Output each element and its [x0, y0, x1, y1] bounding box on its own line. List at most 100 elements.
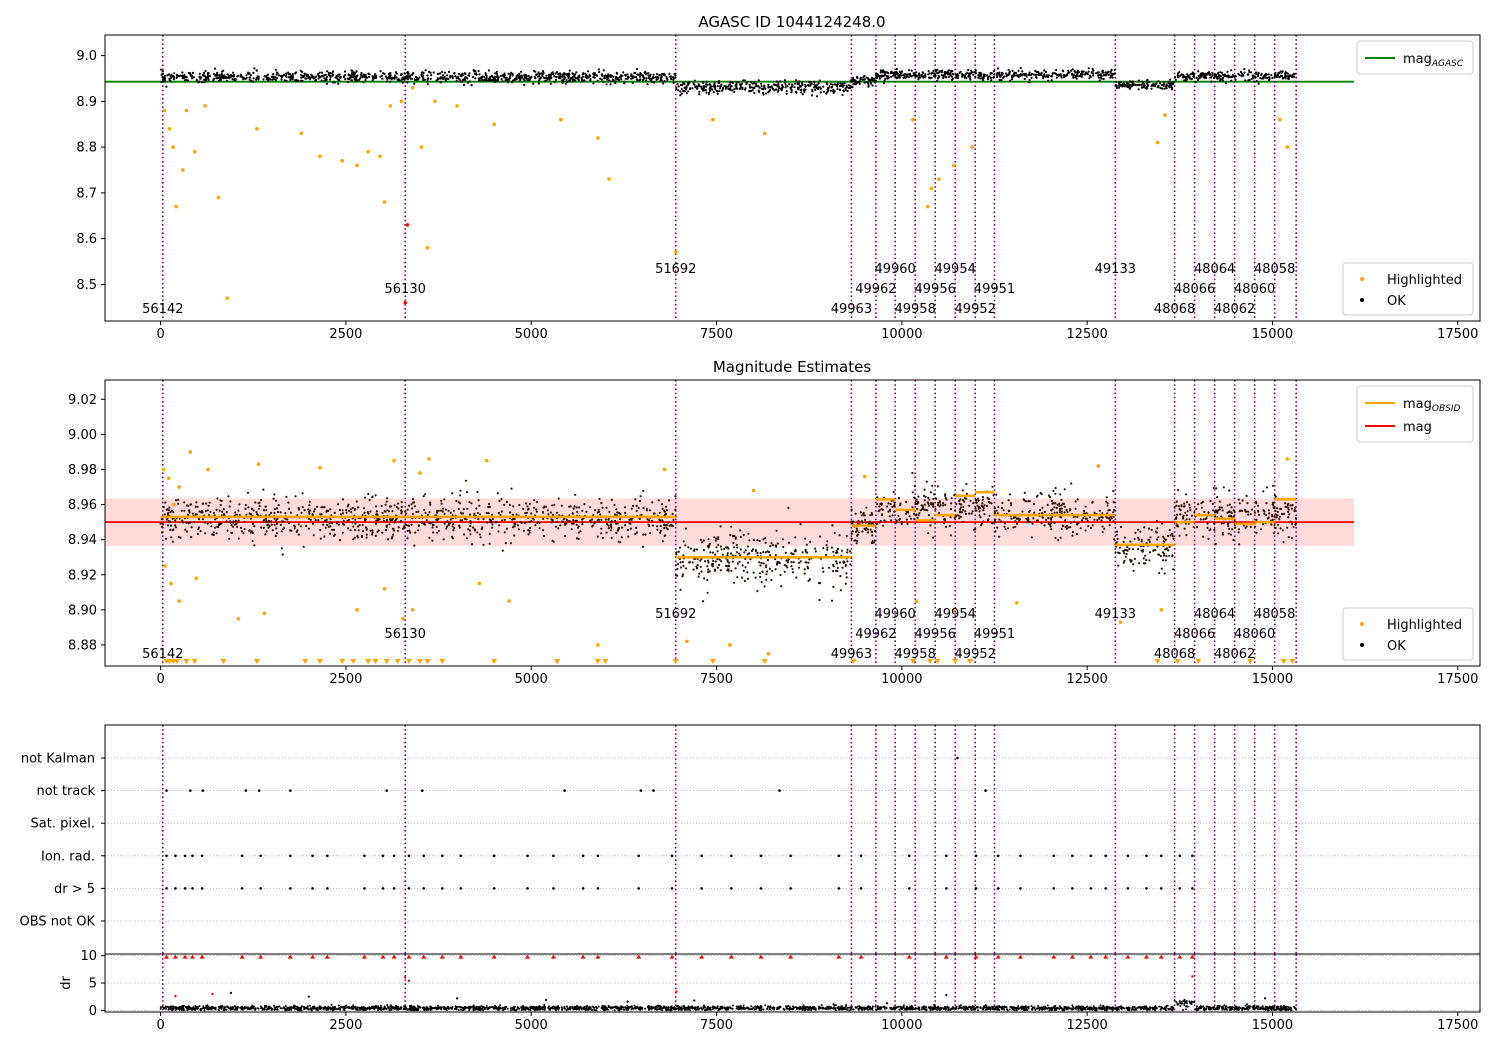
ok-point	[159, 479, 677, 556]
highlighted-point	[685, 639, 689, 644]
highlighted-point	[262, 611, 267, 616]
panel4-xtick-label: 15000	[1252, 1018, 1293, 1033]
dr-point	[885, 1002, 889, 1005]
flag-point	[381, 854, 385, 858]
magnitude-estimates-panel: Magnitude Estimates 56142 56130 51692 49963…	[68, 358, 1481, 687]
flag-point	[581, 854, 585, 858]
panel1-xtick-label: 0	[156, 327, 164, 342]
highlighted-point	[392, 458, 396, 463]
out-of-range-marker	[709, 659, 716, 664]
dr-clipped-marker	[458, 954, 464, 959]
dr-clipped-marker	[836, 954, 842, 959]
out-of-range-marker	[1195, 659, 1202, 664]
out-of-range-marker	[394, 659, 401, 664]
highlighted-point	[355, 163, 359, 168]
flag-point	[200, 854, 204, 858]
flag-point	[859, 887, 863, 890]
ok-point	[159, 67, 677, 88]
highlighted-point	[728, 643, 732, 647]
flag-point	[1191, 854, 1194, 858]
highlighted-point	[1285, 145, 1290, 149]
dr-clipped-marker	[406, 954, 412, 959]
flag-point	[311, 887, 314, 890]
dr-clipped-marker	[1125, 954, 1131, 959]
flag-point	[165, 887, 168, 890]
out-of-range-marker	[1289, 659, 1296, 664]
highlighted-point	[484, 458, 489, 463]
obsid-label: 49954	[935, 262, 976, 277]
panel4-ytick-label: 5	[89, 977, 97, 992]
out-of-range-marker	[850, 659, 857, 664]
obsid-label: 49956	[915, 282, 956, 297]
dr-clipped-marker	[1088, 954, 1094, 959]
flag-point	[326, 854, 329, 858]
highlighted-point	[596, 643, 600, 647]
dr-clipped-marker	[1103, 954, 1109, 959]
dr-point	[544, 998, 548, 1002]
flag-point	[492, 854, 496, 858]
dr-clipped-marker	[550, 954, 556, 959]
flag-point	[974, 854, 978, 858]
highlighted-point	[937, 177, 941, 181]
out-of-range-marker	[934, 659, 941, 664]
obsid-label: 49951	[974, 627, 1015, 642]
flag-point	[759, 887, 763, 890]
flag-point	[670, 854, 674, 858]
dr-point	[229, 991, 233, 994]
flag-point	[392, 854, 396, 858]
flag-point	[363, 854, 366, 858]
obsid-label: 49133	[1095, 607, 1136, 622]
flag-point	[1159, 854, 1163, 858]
dr-outlier-point	[675, 990, 678, 993]
out-of-range-marker	[405, 659, 412, 664]
ok-point	[875, 66, 1117, 85]
out-of-range-marker	[1154, 659, 1161, 664]
dr-outlier-point	[404, 976, 407, 979]
flag-point	[311, 854, 314, 858]
panel4-xtick-label: 17500	[1437, 1018, 1478, 1033]
out-of-range-marker	[220, 659, 227, 664]
flag-point	[1104, 887, 1107, 890]
flag-point	[492, 887, 496, 890]
dr-clipped-marker	[239, 954, 245, 959]
highlighted-point	[419, 145, 424, 149]
obsid-label: 51692	[655, 262, 696, 277]
flag-point	[244, 789, 248, 792]
panel1-xtick-label: 17500	[1437, 327, 1478, 342]
dr-clipped-marker	[758, 954, 764, 959]
out-of-range-marker	[594, 659, 601, 664]
dr-point	[455, 997, 459, 1000]
out-of-range-marker	[302, 659, 309, 664]
flag-point	[174, 854, 177, 858]
out-of-range-marker	[672, 659, 679, 664]
flag-point	[1071, 854, 1074, 858]
dr-clipped-marker	[525, 954, 531, 959]
panel2-xtick-label: 15000	[1252, 672, 1293, 687]
flag-point	[459, 854, 463, 858]
dr-outlier-point	[407, 979, 411, 983]
dr-axis-label: dr	[59, 976, 74, 990]
flagged-point	[403, 300, 408, 305]
out-of-range-marker	[554, 659, 561, 664]
dr-point	[945, 993, 948, 997]
flag-point	[1145, 854, 1148, 858]
panel4-ytick-label: 0	[89, 1004, 97, 1019]
out-of-range-marker	[417, 659, 424, 664]
panel2-ytick-label: 8.98	[68, 463, 97, 478]
flag-point	[759, 854, 763, 858]
flag-point	[730, 887, 733, 890]
out-of-range-marker	[183, 659, 190, 664]
panel4-xtick-label: 10000	[881, 1018, 922, 1033]
dr-clipped-marker	[1189, 954, 1195, 959]
highlighted-point	[355, 608, 359, 612]
out-of-range-marker	[372, 659, 379, 664]
flag-point	[165, 854, 168, 858]
flag-point	[730, 854, 733, 858]
dr-clipped-marker	[189, 954, 195, 959]
legend-marker	[1360, 622, 1364, 626]
obsid-label: 49963	[831, 302, 872, 317]
panel2-ytick-label: 9.00	[68, 428, 97, 443]
highlighted-point	[1285, 457, 1290, 461]
flag-point	[440, 887, 444, 890]
